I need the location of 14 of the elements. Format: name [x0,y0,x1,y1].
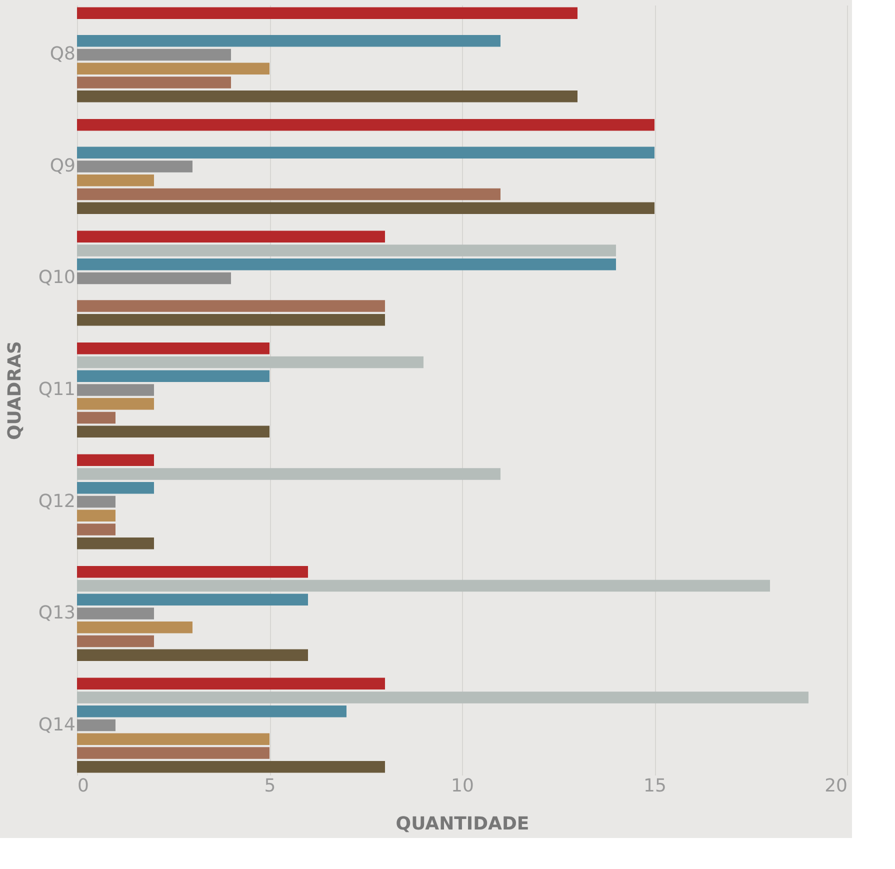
x-tick-label: 0 [78,776,89,796]
x-axis-title: QUANTIDADE [396,814,530,834]
x-tick-label: 15 [644,776,666,796]
y-tick-label: Q13 [38,602,76,624]
x-tick-label: 5 [264,776,276,796]
y-tick-label: Q14 [38,714,76,736]
y-tick-label: Q9 [50,155,76,176]
y-tick-label: Q11 [38,379,76,400]
y-tick-label: Q8 [50,44,76,65]
y-tick-label: Q10 [38,267,76,288]
x-tick-label: 10 [451,776,474,796]
y-axis-title: QUADRAS [4,341,26,440]
y-tick-label: Q12 [38,490,76,512]
x-tick-label: 20 [824,776,848,796]
